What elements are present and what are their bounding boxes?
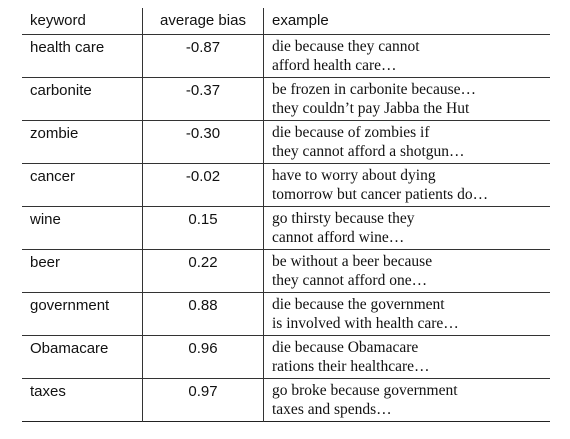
keyword-cell: health care xyxy=(30,39,105,56)
header-average-bias: average bias xyxy=(142,8,264,35)
example-line: die because they cannot xyxy=(272,38,420,55)
example-line: tomorrow but cancer patients do… xyxy=(272,186,489,203)
header-row: keyword average bias example xyxy=(22,8,550,35)
bias-table: keyword average bias example health care… xyxy=(22,8,550,422)
bias-cell: 0.97 xyxy=(142,378,264,422)
table-row: taxes 0.97 go broke because government t… xyxy=(22,378,550,422)
example-cell: be without a beer because they cannot af… xyxy=(263,249,550,293)
keyword-cell: wine xyxy=(30,211,61,228)
table-body: health care -0.87 die because they canno… xyxy=(22,34,550,422)
example-line: be without a beer because xyxy=(272,253,433,270)
example-line: cannot afford wine… xyxy=(272,229,405,246)
table-row: wine 0.15 go thirsty because they cannot… xyxy=(22,206,550,250)
bias-cell: 0.96 xyxy=(142,335,264,379)
keyword-cell: Obamacare xyxy=(30,340,109,357)
bias-cell: 0.22 xyxy=(142,249,264,293)
keyword-cell: beer xyxy=(30,254,61,271)
keyword-cell: cancer xyxy=(30,168,76,185)
keyword-cell: zombie xyxy=(30,125,79,142)
example-line: die because the government xyxy=(272,296,445,313)
example-line: go thirsty because they xyxy=(272,210,415,227)
example-line: they cannot afford a shotgun… xyxy=(272,143,465,160)
table-row: health care -0.87 die because they canno… xyxy=(22,34,550,78)
example-cell: die because Obamacare rations their heal… xyxy=(263,335,550,379)
bias-cell: -0.02 xyxy=(142,163,264,207)
header-keyword: keyword xyxy=(30,12,86,29)
table-row: zombie -0.30 die because of zombies if t… xyxy=(22,120,550,164)
example-line: die because of zombies if xyxy=(272,124,430,141)
table-row: government 0.88 die because the governme… xyxy=(22,292,550,336)
example-cell: be frozen in carbonite because… they cou… xyxy=(263,77,550,121)
keyword-cell: carbonite xyxy=(30,82,92,99)
header-example: example xyxy=(263,8,550,35)
example-cell: have to worry about dying tomorrow but c… xyxy=(263,163,550,207)
example-line: have to worry about dying xyxy=(272,167,436,184)
bias-cell: 0.15 xyxy=(142,206,264,250)
example-cell: die because of zombies if they cannot af… xyxy=(263,120,550,164)
example-cell: die because they cannot afford health ca… xyxy=(263,34,550,78)
table-row: Obamacare 0.96 die because Obamacare rat… xyxy=(22,335,550,379)
keyword-cell: government xyxy=(30,297,110,314)
example-line: die because Obamacare xyxy=(272,339,419,356)
example-cell: go thirsty because they cannot afford wi… xyxy=(263,206,550,250)
example-line: rations their healthcare… xyxy=(272,358,430,375)
table-header: keyword average bias example xyxy=(22,8,550,35)
example-line: is involved with health care… xyxy=(272,315,459,332)
table-row: beer 0.22 be without a beer because they… xyxy=(22,249,550,293)
bias-cell: -0.37 xyxy=(142,77,264,121)
example-line: be frozen in carbonite because… xyxy=(272,81,476,98)
example-line: go broke because government xyxy=(272,382,458,399)
example-cell: go broke because government taxes and sp… xyxy=(263,378,550,422)
example-line: taxes and spends… xyxy=(272,401,392,418)
table-row: cancer -0.02 have to worry about dying t… xyxy=(22,163,550,207)
bias-cell: -0.87 xyxy=(142,34,264,78)
example-line: they cannot afford one… xyxy=(272,272,428,289)
keyword-cell: taxes xyxy=(30,383,66,400)
example-line: they couldn’t pay Jabba the Hut xyxy=(272,100,470,117)
example-line: afford health care… xyxy=(272,57,397,74)
bias-cell: -0.30 xyxy=(142,120,264,164)
example-cell: die because the government is involved w… xyxy=(263,292,550,336)
bias-cell: 0.88 xyxy=(142,292,264,336)
table-row: carbonite -0.37 be frozen in carbonite b… xyxy=(22,77,550,121)
